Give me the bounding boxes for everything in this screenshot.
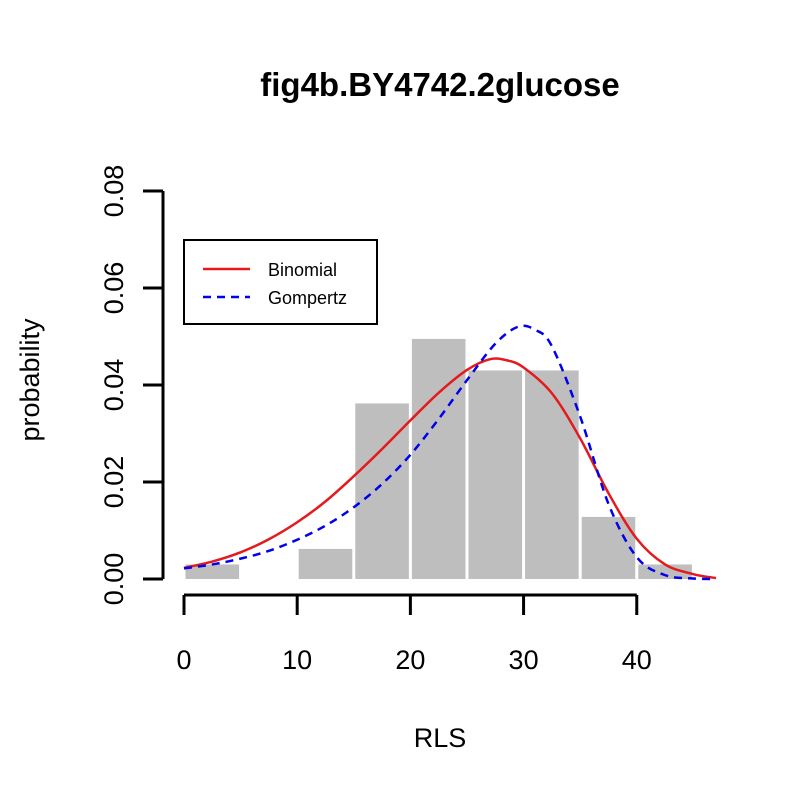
x-tick-label: 0	[176, 645, 191, 675]
y-axis-label: probability	[15, 318, 45, 442]
histogram-bar	[411, 338, 466, 579]
legend: Binomial Gompertz	[183, 239, 378, 325]
histogram-bar	[185, 564, 240, 579]
chart-title: fig4b.BY4742.2glucose	[260, 66, 619, 103]
x-tick-label: 20	[395, 645, 425, 675]
x-tick-label: 10	[282, 645, 312, 675]
y-tick-label: 0.00	[99, 553, 129, 606]
x-tick-label: 40	[622, 645, 652, 675]
histogram-bars	[185, 338, 692, 579]
y-tick-label: 0.08	[99, 165, 129, 218]
curve-gompertz	[183, 324, 717, 581]
x-tick-label: 30	[509, 645, 539, 675]
curve-binomial	[183, 357, 717, 580]
y-tick-label: 0.02	[99, 456, 129, 509]
legend-label-binomial: Binomial	[268, 260, 337, 280]
y-tick-label: 0.04	[99, 359, 129, 412]
x-axis: 0 10 20 30 40	[176, 593, 652, 675]
histogram-bar	[525, 370, 579, 579]
x-axis-label: RLS	[414, 723, 467, 753]
legend-label-gompertz: Gompertz	[268, 288, 347, 308]
histogram-bar	[468, 370, 523, 579]
histogram-bar	[298, 548, 353, 579]
histogram-bar	[638, 564, 692, 579]
y-tick-label: 0.06	[99, 262, 129, 315]
histogram-bar	[581, 516, 636, 579]
fitted-curves	[183, 324, 717, 581]
legend-box	[183, 239, 378, 325]
y-axis: 0.00 0.02 0.04 0.06 0.08	[99, 165, 165, 606]
